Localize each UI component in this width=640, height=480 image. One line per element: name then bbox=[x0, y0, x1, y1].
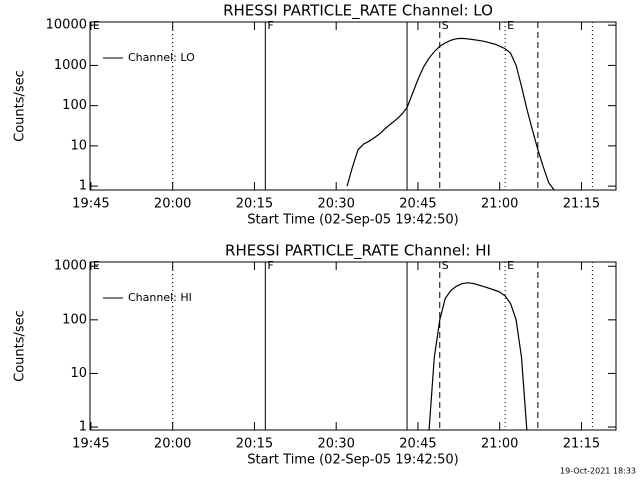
x-tick-label: 20:45 bbox=[399, 197, 436, 212]
footer: 19-Oct-2021 18:33 bbox=[560, 467, 636, 476]
event-label: F bbox=[267, 259, 273, 272]
x-tick-label: 20:00 bbox=[154, 197, 191, 212]
x-tick-label: 21:15 bbox=[563, 437, 600, 452]
y-tick-label: 1 bbox=[79, 179, 87, 194]
event-label: E bbox=[507, 259, 514, 272]
x-axis-label: Start Time (02-Sep-05 19:42:50) bbox=[247, 213, 458, 228]
y-tick-label: 1 bbox=[79, 420, 87, 435]
y-axis-label: Counts/sec bbox=[13, 310, 28, 382]
event-label: F bbox=[267, 19, 273, 32]
x-tick-label: 20:00 bbox=[154, 437, 191, 452]
y-tick-label: 10 bbox=[70, 138, 87, 153]
x-tick-label: 19:45 bbox=[72, 197, 109, 212]
x-tick-label: 21:15 bbox=[563, 197, 600, 212]
event-label: S bbox=[442, 259, 449, 272]
y-tick-label: 100 bbox=[62, 312, 87, 327]
plot-frame bbox=[89, 261, 617, 431]
data-line bbox=[346, 37, 555, 190]
legend-label: Channel: HI bbox=[128, 291, 192, 304]
y-tick-label: 100 bbox=[62, 98, 87, 113]
event-label: E bbox=[507, 19, 514, 32]
y-tick-label: 1000 bbox=[54, 58, 87, 73]
y-tick-label: 1000 bbox=[54, 259, 87, 274]
y-tick-label: 10 bbox=[70, 366, 87, 381]
x-tick-label: 20:15 bbox=[236, 197, 273, 212]
chart-title: RHESSI PARTICLE_RATE Channel: HI bbox=[225, 242, 491, 261]
x-tick-label: 21:00 bbox=[481, 197, 518, 212]
y-axis-label: Counts/sec bbox=[13, 70, 28, 142]
x-tick-label: 20:30 bbox=[317, 197, 354, 212]
event-label: E bbox=[93, 259, 100, 272]
x-tick-label: 19:45 bbox=[72, 437, 109, 452]
data-line bbox=[428, 282, 528, 430]
x-tick-label: 20:15 bbox=[236, 437, 273, 452]
x-tick-label: 20:45 bbox=[399, 437, 436, 452]
y-tick-label: 10000 bbox=[46, 18, 87, 33]
x-axis-label: Start Time (02-Sep-05 19:42:50) bbox=[247, 453, 458, 468]
x-tick-label: 20:30 bbox=[317, 437, 354, 452]
event-label: S bbox=[442, 19, 449, 32]
event-label: E bbox=[93, 19, 100, 32]
legend-label: Channel: LO bbox=[128, 51, 195, 64]
x-tick-label: 21:00 bbox=[481, 437, 518, 452]
chart-title: RHESSI PARTICLE_RATE Channel: LO bbox=[223, 2, 493, 21]
